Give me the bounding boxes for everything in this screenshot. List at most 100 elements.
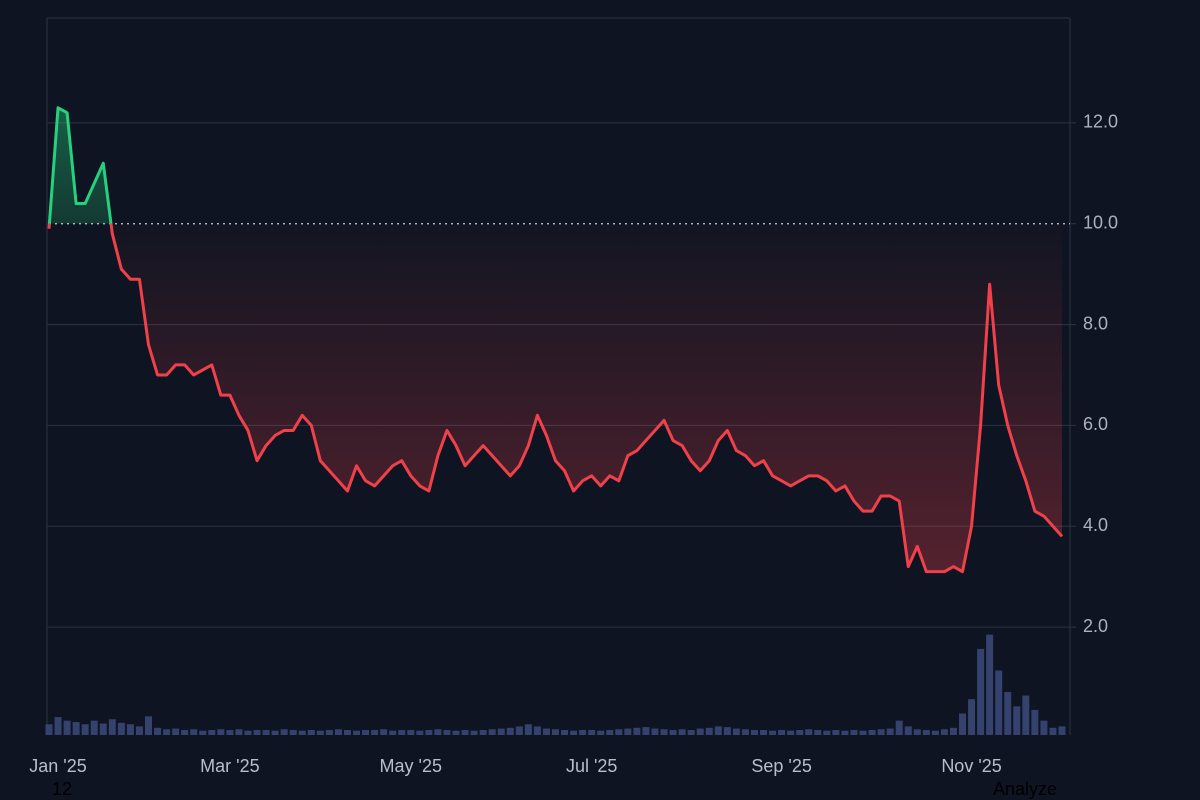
volume-bar <box>126 724 134 735</box>
volume-bar <box>515 726 523 735</box>
volume-bar <box>154 727 162 735</box>
volume-bar <box>597 730 605 735</box>
x-tick-label: Sep '25 <box>751 756 812 776</box>
volume-bar <box>823 730 831 735</box>
volume-bar <box>1040 720 1048 735</box>
y-tick-label: 12.0 <box>1083 112 1118 132</box>
volume-bar <box>895 720 903 735</box>
volume-bar <box>253 729 261 735</box>
volume-bar <box>307 729 315 735</box>
volume-bar <box>877 729 885 735</box>
volume-bar <box>741 729 749 735</box>
volume-bar <box>343 729 351 735</box>
volume-bar <box>986 634 994 735</box>
volume-bar <box>289 729 297 735</box>
volume-bar <box>977 648 985 735</box>
volume-bar <box>588 729 596 735</box>
volume-bar <box>931 730 939 735</box>
volume-bar <box>461 729 469 735</box>
volume-bar <box>760 729 768 735</box>
volume-bar <box>416 730 424 735</box>
volume-bar <box>642 727 650 735</box>
volume-bar <box>796 729 804 735</box>
footer-left: 12 <box>52 779 72 799</box>
volume-bar <box>841 730 849 735</box>
volume-bar <box>181 729 189 735</box>
volume-bar <box>922 729 930 735</box>
volume-bar <box>497 728 505 735</box>
volume-bar <box>552 729 559 735</box>
volume-bar <box>678 729 686 735</box>
x-tick-label: Nov '25 <box>941 756 1001 776</box>
volume-bar <box>814 729 822 735</box>
volume-bar <box>940 729 948 735</box>
volume-bar <box>99 723 107 735</box>
volume-bar <box>488 729 496 735</box>
x-tick-label: Jul '25 <box>566 756 617 776</box>
volume-bar <box>769 730 777 735</box>
volume-bar <box>144 716 152 735</box>
volume-bar <box>579 729 587 735</box>
volume-bar <box>72 722 80 735</box>
volume-bar <box>172 728 180 735</box>
volume-bar <box>54 717 62 735</box>
area-fill <box>49 107 1062 572</box>
volume-bar <box>732 728 740 735</box>
volume-bar <box>959 713 967 735</box>
volume-bar <box>362 729 370 735</box>
volume-bar <box>398 729 406 735</box>
volume-bar <box>389 730 397 735</box>
volume-bar <box>913 729 921 735</box>
volume-bar <box>651 728 659 735</box>
y-tick-label: 4.0 <box>1083 515 1108 535</box>
volume-bar <box>479 729 487 735</box>
volume-bar <box>117 722 125 735</box>
volume-bar <box>244 730 252 735</box>
volume-bar <box>163 729 171 735</box>
volume-bar <box>606 729 614 735</box>
volume-bar <box>217 729 225 735</box>
volume-bar <box>235 729 243 735</box>
volume-bar <box>778 729 786 735</box>
volume-bar <box>669 729 677 735</box>
volume-bar <box>325 729 333 735</box>
volume-bar <box>533 726 541 735</box>
volume-bar <box>615 729 623 735</box>
volume-bar <box>705 727 713 735</box>
volume-bar <box>805 729 813 735</box>
volume-bar <box>470 730 478 735</box>
volume-bar <box>868 729 876 735</box>
volume-bar <box>1049 727 1057 735</box>
volume-bar <box>298 730 306 735</box>
x-tick-label: May '25 <box>380 756 442 776</box>
volume-bar <box>45 724 53 735</box>
footer-right[interactable]: Analyze <box>993 779 1057 799</box>
price-line <box>47 106 1064 574</box>
volume-bar <box>135 726 143 735</box>
volume-bar <box>542 728 550 735</box>
volume-bar <box>262 729 270 735</box>
volume-bar <box>1031 709 1039 735</box>
volume-bar <box>524 724 532 735</box>
volume-bar <box>271 730 279 735</box>
volume-bar <box>226 729 234 735</box>
volume-bar <box>995 670 1003 735</box>
volume-bar <box>190 729 198 735</box>
volume-bar <box>108 719 116 735</box>
volume-bar <box>316 730 324 735</box>
volume-bar <box>199 730 207 735</box>
volume-bar <box>832 729 840 735</box>
volume-bar <box>570 730 578 735</box>
volume-bar <box>280 729 288 735</box>
volume-bar <box>371 729 379 735</box>
volume-bar <box>714 726 722 735</box>
volume-bar <box>425 729 433 735</box>
volume-bar <box>81 724 89 735</box>
volume-bar <box>561 729 569 735</box>
volume-bar <box>633 727 641 735</box>
volume-bar <box>506 727 514 735</box>
volume-bar <box>787 730 795 735</box>
volume-bar <box>968 699 976 735</box>
volume-bar <box>208 729 216 735</box>
